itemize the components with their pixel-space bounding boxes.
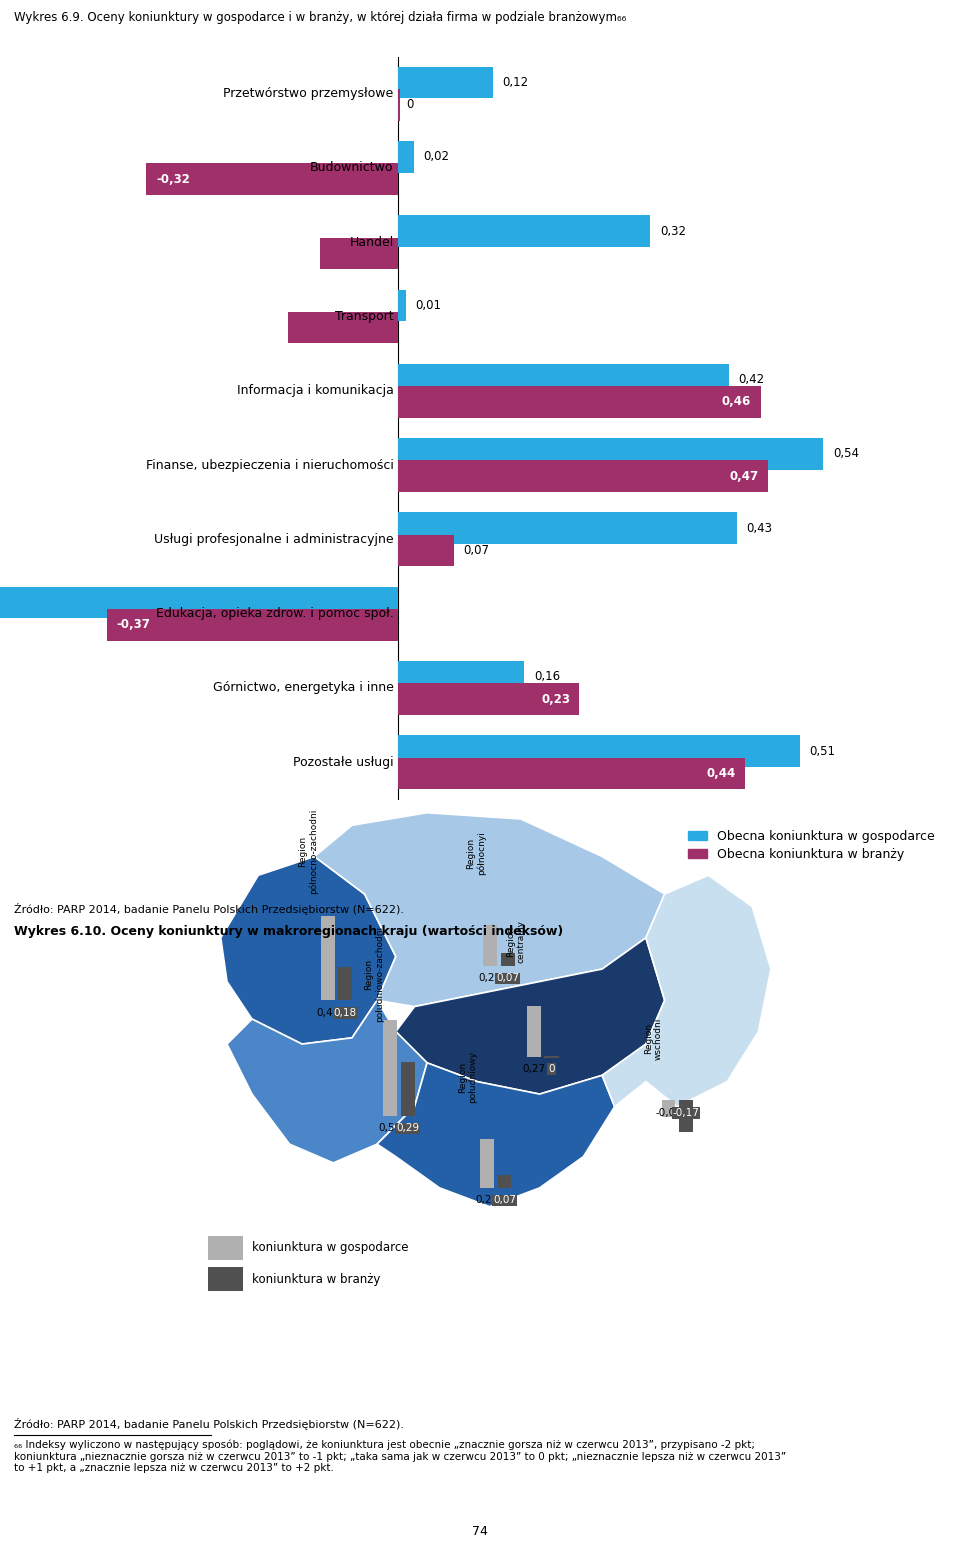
- Polygon shape: [602, 875, 771, 1107]
- Bar: [398, 364, 729, 395]
- Text: 0,43: 0,43: [746, 522, 773, 535]
- Text: -0,32: -0,32: [156, 172, 190, 186]
- Bar: [398, 758, 745, 789]
- Text: Handel: Handel: [349, 236, 394, 249]
- Text: 0,29: 0,29: [396, 1124, 420, 1133]
- Text: Region
północnyi: Region północnyi: [466, 832, 486, 875]
- Text: Źródło: PARP 2014, badanie Panelu Polskich Przedsiębiorstw (N=622).: Źródło: PARP 2014, badanie Panelu Polski…: [14, 1418, 404, 1430]
- Text: Pozostałe usługi: Pozostałe usługi: [293, 755, 394, 769]
- Legend: Obecna koniunktura w gospodarce, Obecna koniunktura w branży: Obecna koniunktura w gospodarce, Obecna …: [688, 830, 934, 861]
- Bar: [383, 1021, 397, 1116]
- Bar: [398, 289, 406, 320]
- Text: 0,51: 0,51: [809, 744, 835, 758]
- Polygon shape: [227, 1000, 427, 1163]
- Text: -0,1: -0,1: [287, 247, 310, 259]
- Polygon shape: [377, 1063, 614, 1207]
- Bar: [480, 1139, 494, 1188]
- Bar: [483, 925, 497, 966]
- Text: 0,32: 0,32: [660, 225, 685, 238]
- Text: 0: 0: [548, 1064, 555, 1074]
- Text: 0,07: 0,07: [463, 544, 489, 556]
- Text: 0,02: 0,02: [423, 150, 449, 164]
- Text: Informacja i komunikacja: Informacja i komunikacja: [237, 384, 394, 397]
- Text: 0,12: 0,12: [502, 77, 528, 89]
- Bar: [208, 1236, 243, 1260]
- Text: 0,42: 0,42: [738, 374, 764, 386]
- Text: 0: 0: [406, 98, 414, 111]
- Text: -0,14: -0,14: [249, 320, 278, 334]
- Text: 0,07: 0,07: [493, 1196, 516, 1205]
- Text: Region
południowy: Region południowy: [458, 1052, 477, 1103]
- Text: 0,23: 0,23: [541, 692, 570, 705]
- Bar: [398, 141, 414, 172]
- Bar: [398, 438, 824, 470]
- Text: 74: 74: [472, 1525, 488, 1538]
- Text: Transport: Transport: [335, 309, 394, 324]
- Text: 0,22: 0,22: [479, 974, 502, 983]
- Text: Finanse, ubezpieczenia i nieruchomości: Finanse, ubezpieczenia i nieruchomości: [146, 458, 394, 472]
- Text: 0,16: 0,16: [534, 671, 560, 683]
- Text: Wykres 6.9. Oceny koniunktury w gospodarce i w branży, w której działa firma w p: Wykres 6.9. Oceny koniunktury w gospodar…: [14, 11, 627, 23]
- Text: 0,27: 0,27: [522, 1064, 545, 1074]
- Text: Budownictwo: Budownictwo: [310, 161, 394, 175]
- Text: -0,37: -0,37: [116, 619, 151, 631]
- Bar: [527, 1007, 540, 1057]
- Bar: [497, 1175, 512, 1188]
- Polygon shape: [396, 938, 664, 1094]
- Bar: [398, 216, 650, 247]
- Text: Przetwórstwo przemysłowe: Przetwórstwo przemysłowe: [224, 88, 394, 100]
- Polygon shape: [315, 813, 664, 1007]
- Bar: [398, 683, 580, 714]
- Bar: [398, 661, 524, 692]
- Text: Region
północno-zachodni: Region północno-zachodni: [299, 808, 319, 894]
- Text: 0,54: 0,54: [833, 447, 859, 461]
- Bar: [208, 1268, 243, 1291]
- Bar: [321, 916, 334, 1000]
- Bar: [398, 461, 768, 492]
- Text: 0,51: 0,51: [378, 1124, 401, 1133]
- Text: 0,01: 0,01: [416, 299, 442, 313]
- Bar: [398, 535, 453, 566]
- Bar: [398, 386, 760, 417]
- Text: Region
wschodni: Region wschodni: [644, 1018, 663, 1060]
- Text: ₆₆ Indeksy wyliczono w następujący sposób: poglądowi, że koniunktura jest obecni: ₆₆ Indeksy wyliczono w następujący sposó…: [14, 1440, 786, 1474]
- Bar: [108, 610, 398, 641]
- Text: Wykres 6.10. Oceny koniunktury w makroregionach kraju (wartości indeksów): Wykres 6.10. Oceny koniunktury w makrore…: [14, 925, 564, 938]
- Text: 0,46: 0,46: [722, 395, 751, 408]
- Bar: [679, 1100, 693, 1132]
- Bar: [320, 238, 398, 269]
- Text: Górnictwo, energetyka i inne: Górnictwo, energetyka i inne: [213, 681, 394, 694]
- Text: 0,07: 0,07: [496, 974, 519, 983]
- Text: koniunktura w gospodarce: koniunktura w gospodarce: [252, 1241, 409, 1255]
- Bar: [288, 313, 398, 344]
- Bar: [398, 89, 400, 120]
- Text: 0,26: 0,26: [475, 1196, 498, 1205]
- Bar: [398, 513, 737, 544]
- Bar: [401, 1061, 415, 1116]
- Text: koniunktura w branży: koniunktura w branży: [252, 1272, 380, 1286]
- Bar: [398, 735, 800, 767]
- Bar: [398, 67, 492, 98]
- Text: Region
centralny: Region centralny: [506, 919, 525, 963]
- Bar: [501, 953, 515, 966]
- Text: 0,45: 0,45: [316, 1008, 339, 1018]
- Bar: [0, 586, 398, 619]
- Text: 0,44: 0,44: [706, 767, 735, 780]
- Text: -0,17: -0,17: [672, 1108, 699, 1118]
- Text: 0,18: 0,18: [334, 1008, 357, 1018]
- Text: -0,09: -0,09: [655, 1108, 682, 1118]
- Text: Źródło: PARP 2014, badanie Panelu Polskich Przedsiębiorstw (N=622).: Źródło: PARP 2014, badanie Panelu Polski…: [14, 903, 404, 916]
- Text: Usługi profesjonalne i administracyjne: Usługi profesjonalne i administracyjne: [154, 533, 394, 545]
- Bar: [338, 966, 352, 1000]
- Text: Edukacja, opieka zdrow. i pomoc społ.: Edukacja, opieka zdrow. i pomoc społ.: [156, 606, 394, 621]
- Text: 0,47: 0,47: [730, 470, 759, 483]
- Polygon shape: [221, 857, 396, 1044]
- Text: Region
południowo-zachodni: Region południowo-zachodni: [364, 925, 384, 1022]
- Bar: [661, 1100, 675, 1118]
- Bar: [147, 164, 398, 195]
